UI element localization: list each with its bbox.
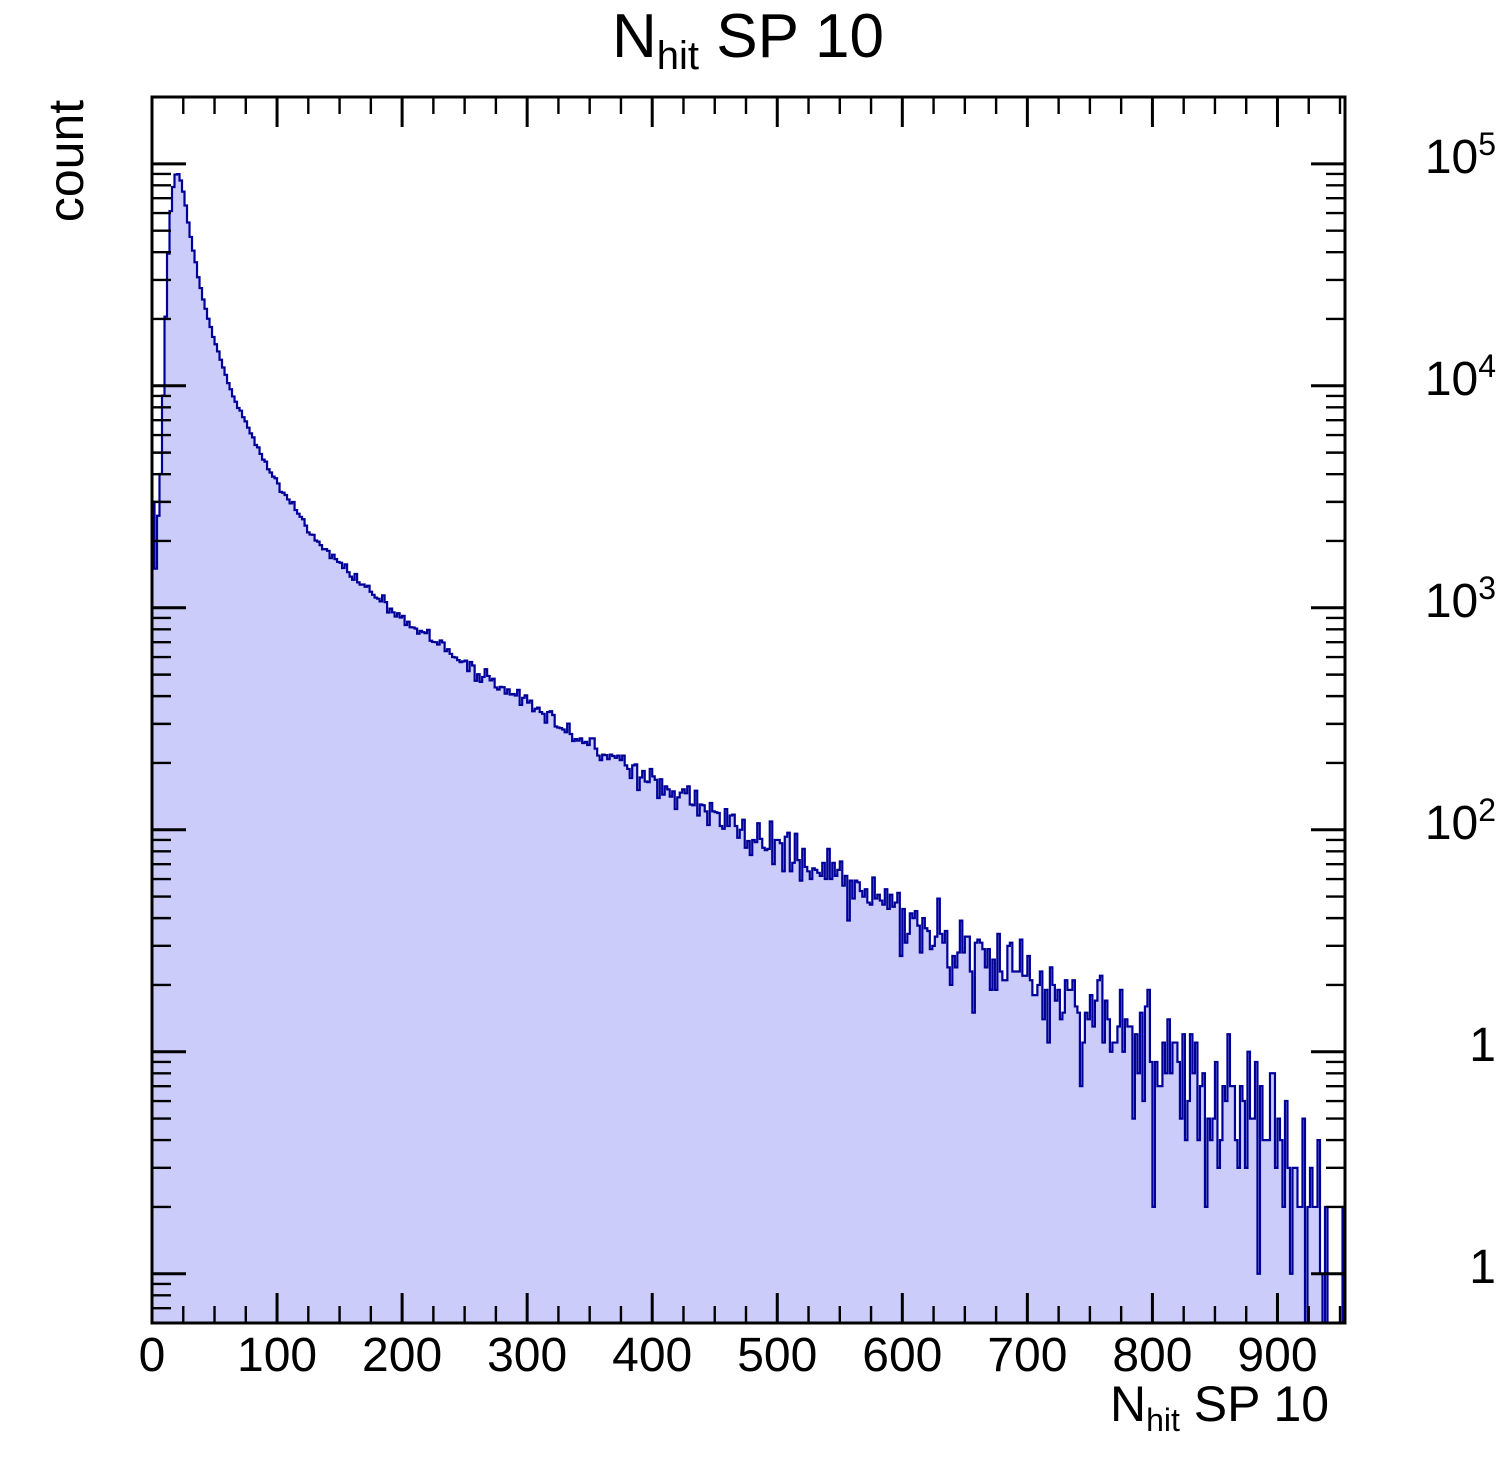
histogram-series [152, 172, 1345, 1323]
x-tick-label: 500 [737, 1329, 818, 1382]
x-title-rest: SP 10 [1179, 1376, 1330, 1432]
title-subscript: hit [656, 34, 699, 78]
y-tick-label: 103 [1424, 569, 1496, 628]
y-tick-label: 104 [1424, 347, 1496, 406]
x-tick-label: 400 [612, 1329, 693, 1382]
x-tick-label: 200 [362, 1329, 443, 1382]
y-tick-label: 1 [1469, 1240, 1496, 1294]
title-main: N [611, 2, 657, 71]
x-tick-label: 900 [1237, 1329, 1318, 1382]
x-tick-label: 800 [1112, 1329, 1193, 1382]
x-title-main: N [1110, 1376, 1147, 1432]
y-tick-label: 1 [1469, 1018, 1496, 1072]
histogram-outline [152, 172, 1345, 1323]
page-title: Nhit SP 10 [0, 6, 1496, 77]
x-tick-label: 300 [487, 1329, 568, 1382]
x-tick-label: 600 [862, 1329, 943, 1382]
x-title-subscript: hit [1146, 1402, 1180, 1438]
title-rest: SP 10 [699, 2, 885, 71]
x-axis-title: Nhit SP 10 [1110, 1375, 1330, 1438]
y-tick-label: 102 [1424, 791, 1496, 850]
plot-frame [150, 95, 1347, 1325]
x-tick-label: 0 [138, 1329, 166, 1382]
x-tick-label: 100 [237, 1329, 318, 1382]
y-tick-label: 105 [1424, 125, 1496, 184]
x-axis-ticks [150, 97, 1342, 1323]
x-tick-label: 700 [987, 1329, 1068, 1382]
